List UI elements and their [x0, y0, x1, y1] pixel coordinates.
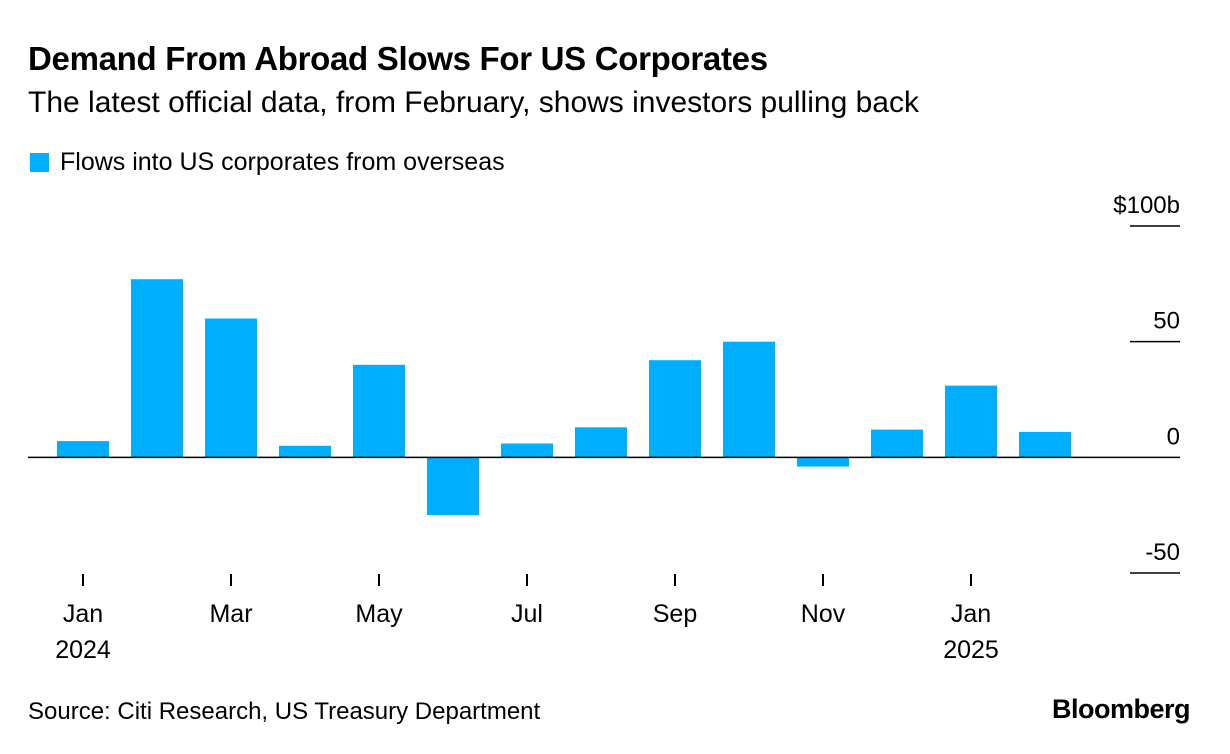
chart-subtitle: The latest official data, from February,…: [28, 86, 919, 119]
legend: Flows into US corporates from overseas: [30, 148, 505, 177]
bar-6: [427, 457, 479, 516]
source-note: Source: Citi Research, US Treasury Depar…: [28, 698, 541, 725]
x-axis: Jan 2024 Mar May Jul Sep Nov Jan 2025: [55, 574, 999, 664]
x-tick-label: Mar: [209, 600, 252, 628]
y-tick-label: -50: [1145, 539, 1180, 566]
y-tick-label: 50: [1153, 308, 1180, 335]
x-tick-label: Jul: [511, 600, 543, 628]
x-tick-label: Nov: [801, 600, 846, 628]
x-tick-year-label: 2024: [55, 636, 111, 664]
bar-9: [649, 360, 701, 458]
x-tick-label: May: [355, 600, 403, 628]
y-tick-label: 0: [1167, 423, 1180, 450]
x-tick-label: Jan: [63, 600, 103, 628]
bar-8: [575, 427, 627, 458]
x-tick-label: Sep: [653, 600, 697, 628]
chart-title: Demand From Abroad Slows For US Corporat…: [28, 40, 768, 77]
bar-4: [279, 445, 331, 458]
bloomberg-logo: Bloomberg: [1051, 694, 1191, 724]
y-axis: $100b 50 0 -50: [28, 192, 1180, 574]
bar-11: [797, 457, 849, 467]
x-tick-label: Jan: [951, 600, 991, 628]
bar-5: [353, 364, 405, 458]
bar-10: [723, 341, 775, 458]
bar-13: [945, 385, 997, 458]
bar-2: [131, 279, 183, 458]
legend-swatch: [30, 153, 49, 172]
bar-14: [1019, 431, 1071, 458]
bar-chart: $100b 50 0 -50 Jan 2024 Mar May Jul Sep Nov Jan 202…: [28, 192, 1180, 664]
bar-12: [871, 429, 923, 458]
bar-7: [501, 443, 553, 458]
bar-1: [57, 441, 109, 458]
bar-3: [205, 318, 257, 458]
bars-group: [57, 279, 1071, 516]
y-tick-label: $100b: [1113, 192, 1180, 219]
x-tick-year-label: 2025: [943, 636, 999, 664]
legend-label: Flows into US corporates from overseas: [60, 148, 505, 176]
